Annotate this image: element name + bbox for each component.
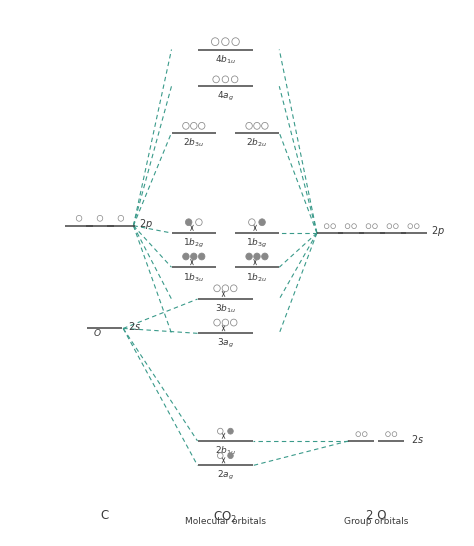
Circle shape bbox=[182, 253, 189, 260]
Text: $2b_{3u}$: $2b_{3u}$ bbox=[183, 136, 204, 149]
Text: $2s$: $2s$ bbox=[411, 433, 424, 445]
Text: $2a_g$: $2a_g$ bbox=[217, 470, 234, 483]
Circle shape bbox=[254, 253, 260, 260]
Text: $2b_{1u}$: $2b_{1u}$ bbox=[215, 445, 236, 458]
Text: $4b_{1u}$: $4b_{1u}$ bbox=[215, 54, 236, 66]
Text: Molecular orbitals: Molecular orbitals bbox=[185, 517, 266, 526]
Circle shape bbox=[191, 253, 197, 260]
Text: $2b_{2u}$: $2b_{2u}$ bbox=[246, 136, 267, 149]
Text: $2p$: $2p$ bbox=[139, 217, 154, 231]
Circle shape bbox=[259, 219, 265, 225]
Text: $4a_g$: $4a_g$ bbox=[217, 90, 234, 103]
Text: O: O bbox=[94, 329, 101, 339]
Circle shape bbox=[228, 428, 233, 434]
Text: $3b_{1u}$: $3b_{1u}$ bbox=[215, 303, 236, 316]
Text: $1b_{3g}$: $1b_{3g}$ bbox=[246, 237, 268, 250]
Text: $2s$: $2s$ bbox=[128, 321, 141, 333]
Text: C: C bbox=[100, 509, 109, 523]
Text: $2p$: $2p$ bbox=[431, 224, 445, 238]
Text: CO$_2$: CO$_2$ bbox=[213, 509, 237, 525]
Text: 2 O: 2 O bbox=[366, 509, 387, 523]
Text: $3a_g$: $3a_g$ bbox=[217, 337, 234, 351]
Circle shape bbox=[185, 219, 192, 225]
Circle shape bbox=[199, 253, 205, 260]
Text: $1b_{2g}$: $1b_{2g}$ bbox=[183, 237, 204, 250]
Text: $1b_{2u}$: $1b_{2u}$ bbox=[246, 271, 267, 284]
Circle shape bbox=[262, 253, 268, 260]
Text: Group orbitals: Group orbitals bbox=[344, 517, 409, 526]
Circle shape bbox=[228, 453, 233, 459]
Circle shape bbox=[246, 253, 252, 260]
Text: $1b_{3u}$: $1b_{3u}$ bbox=[183, 271, 204, 284]
